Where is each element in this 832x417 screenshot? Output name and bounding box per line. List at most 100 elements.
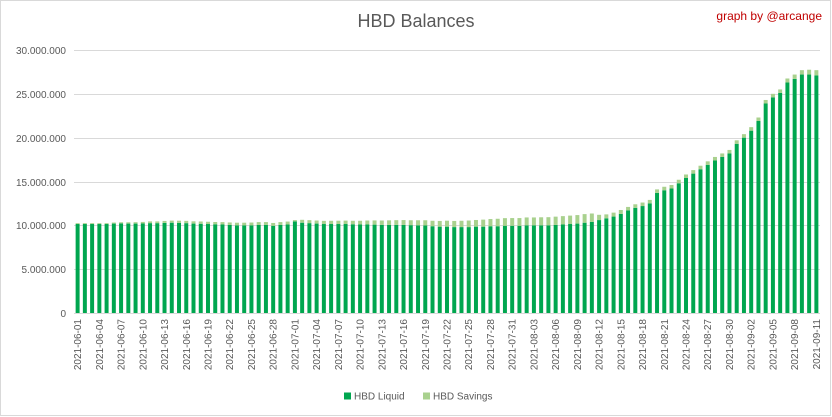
bar-hbd-liquid xyxy=(126,223,131,313)
x-tick-label: 2021-09-11 xyxy=(812,319,823,370)
bar-hbd-liquid xyxy=(452,227,457,313)
x-axis: 2021-06-01 2021-06-04 2021-06-07 2021-06-10… xyxy=(73,319,823,371)
x-tick-label: 2021-07-19 xyxy=(421,319,432,371)
bar-hbd-liquid xyxy=(712,160,717,313)
x-tick-label: 2021-06-07 xyxy=(117,319,128,371)
bar-hbd-savings xyxy=(546,217,551,226)
bar-hbd-savings xyxy=(336,220,341,225)
bar-hbd-savings xyxy=(473,219,478,227)
bar-hbd-liquid xyxy=(416,225,421,313)
bar-hbd-liquid xyxy=(133,223,138,313)
bar-hbd-savings xyxy=(560,216,565,225)
bar-hbd-liquid xyxy=(140,223,145,313)
x-tick-label: 2021-08-03 xyxy=(529,319,540,371)
bar-hbd-liquid xyxy=(807,74,812,313)
bar-hbd-liquid xyxy=(720,156,725,313)
bar-hbd-savings xyxy=(814,70,819,76)
bar-hbd-savings xyxy=(676,179,681,184)
y-tick-label: 30.000.000 xyxy=(16,46,66,57)
bar-hbd-liquid xyxy=(271,225,276,313)
x-tick-label: 2021-06-13 xyxy=(160,319,171,371)
bar-hbd-savings xyxy=(220,222,225,225)
x-tick-label: 2021-07-07 xyxy=(334,319,345,371)
bar-hbd-savings xyxy=(481,219,486,227)
bar-hbd-liquid xyxy=(97,224,102,313)
x-tick-label: 2021-07-13 xyxy=(377,319,388,371)
bar-hbd-savings xyxy=(763,99,768,104)
bar-hbd-liquid xyxy=(445,226,449,313)
bar-hbd-liquid xyxy=(430,226,435,313)
bar-hbd-savings xyxy=(148,221,153,224)
credit-annotation: graph by @arcange xyxy=(716,9,822,23)
bar-hbd-savings xyxy=(756,117,761,122)
x-tick-label: 2021-08-12 xyxy=(595,319,606,371)
bar-hbd-liquid xyxy=(119,223,124,313)
x-tick-label: 2021-09-08 xyxy=(790,319,801,371)
x-tick-label: 2021-07-25 xyxy=(464,319,475,371)
bar-hbd-liquid xyxy=(227,224,232,313)
bar-hbd-liquid xyxy=(604,218,609,313)
bar-hbd-savings xyxy=(568,215,573,225)
x-tick-label: 2021-08-21 xyxy=(660,319,671,371)
x-tick-label: 2021-08-30 xyxy=(725,319,736,371)
x-tick-label: 2021-09-05 xyxy=(768,319,779,371)
bar-hbd-savings xyxy=(495,218,500,227)
bar-hbd-savings xyxy=(343,220,348,225)
bar-hbd-liquid xyxy=(481,226,486,313)
bar-hbd-savings xyxy=(387,220,392,225)
bar-hbd-liquid xyxy=(213,224,218,313)
bar-hbd-liquid xyxy=(278,224,283,313)
bar-hbd-liquid xyxy=(495,226,500,313)
bar-hbd-liquid xyxy=(401,224,406,313)
bar-hbd-savings xyxy=(539,217,544,226)
bar-hbd-liquid xyxy=(90,224,95,313)
bar-hbd-liquid xyxy=(75,224,80,313)
x-tick-label: 2021-06-01 xyxy=(73,319,84,371)
bar-hbd-savings xyxy=(314,220,319,224)
bar-hbd-savings xyxy=(647,199,652,204)
x-tick-label: 2021-07-28 xyxy=(486,319,497,371)
bar-hbd-savings xyxy=(589,213,594,222)
bar-hbd-savings xyxy=(466,220,471,228)
bar-hbd-liquid xyxy=(379,224,384,313)
bar-hbd-liquid xyxy=(749,130,754,313)
bar-hbd-liquid xyxy=(256,224,261,313)
bar-hbd-liquid xyxy=(459,227,464,313)
bar-hbd-savings xyxy=(778,89,783,93)
bar-hbd-savings xyxy=(97,223,102,225)
bar-hbd-savings xyxy=(111,222,116,224)
bar-hbd-savings xyxy=(191,221,196,224)
bar-hbd-savings xyxy=(597,214,602,221)
legend-label: HBD Liquid xyxy=(354,392,405,403)
y-tick-label: 20.000.000 xyxy=(16,134,66,145)
bar-hbd-liquid xyxy=(792,78,797,314)
bar-hbd-liquid xyxy=(408,225,413,313)
bar-hbd-savings xyxy=(575,215,580,224)
bar-hbd-liquid xyxy=(676,183,681,313)
bar-hbd-liquid xyxy=(263,224,268,313)
bar-hbd-liquid xyxy=(626,210,631,313)
legend: HBD Liquid HBD Savings xyxy=(344,392,492,403)
x-tick-label: 2021-08-06 xyxy=(551,319,562,371)
bar-hbd-liquid xyxy=(770,97,775,313)
bar-hbd-liquid xyxy=(365,224,370,313)
bar-hbd-savings xyxy=(662,186,667,191)
bar-hbd-savings xyxy=(177,220,182,223)
x-tick-label: 2021-06-22 xyxy=(225,319,236,371)
bar-hbd-savings xyxy=(249,222,254,226)
bar-hbd-savings xyxy=(705,161,710,165)
bar-hbd-savings xyxy=(263,222,268,225)
bar-hbd-savings xyxy=(234,222,239,226)
x-tick-label: 2021-06-10 xyxy=(138,319,149,371)
bar-hbd-savings xyxy=(807,69,812,75)
bar-hbd-liquid xyxy=(488,226,493,313)
bar-hbd-savings xyxy=(423,220,428,226)
bar-hbd-liquid xyxy=(575,223,580,313)
legend-swatch xyxy=(423,392,430,400)
bar-hbd-liquid xyxy=(162,222,167,313)
bar-hbd-savings xyxy=(502,218,507,226)
bar-hbd-savings xyxy=(430,220,435,227)
bar-hbd-liquid xyxy=(466,227,471,313)
bar-hbd-liquid xyxy=(242,225,247,313)
bar-hbd-liquid xyxy=(234,225,239,313)
